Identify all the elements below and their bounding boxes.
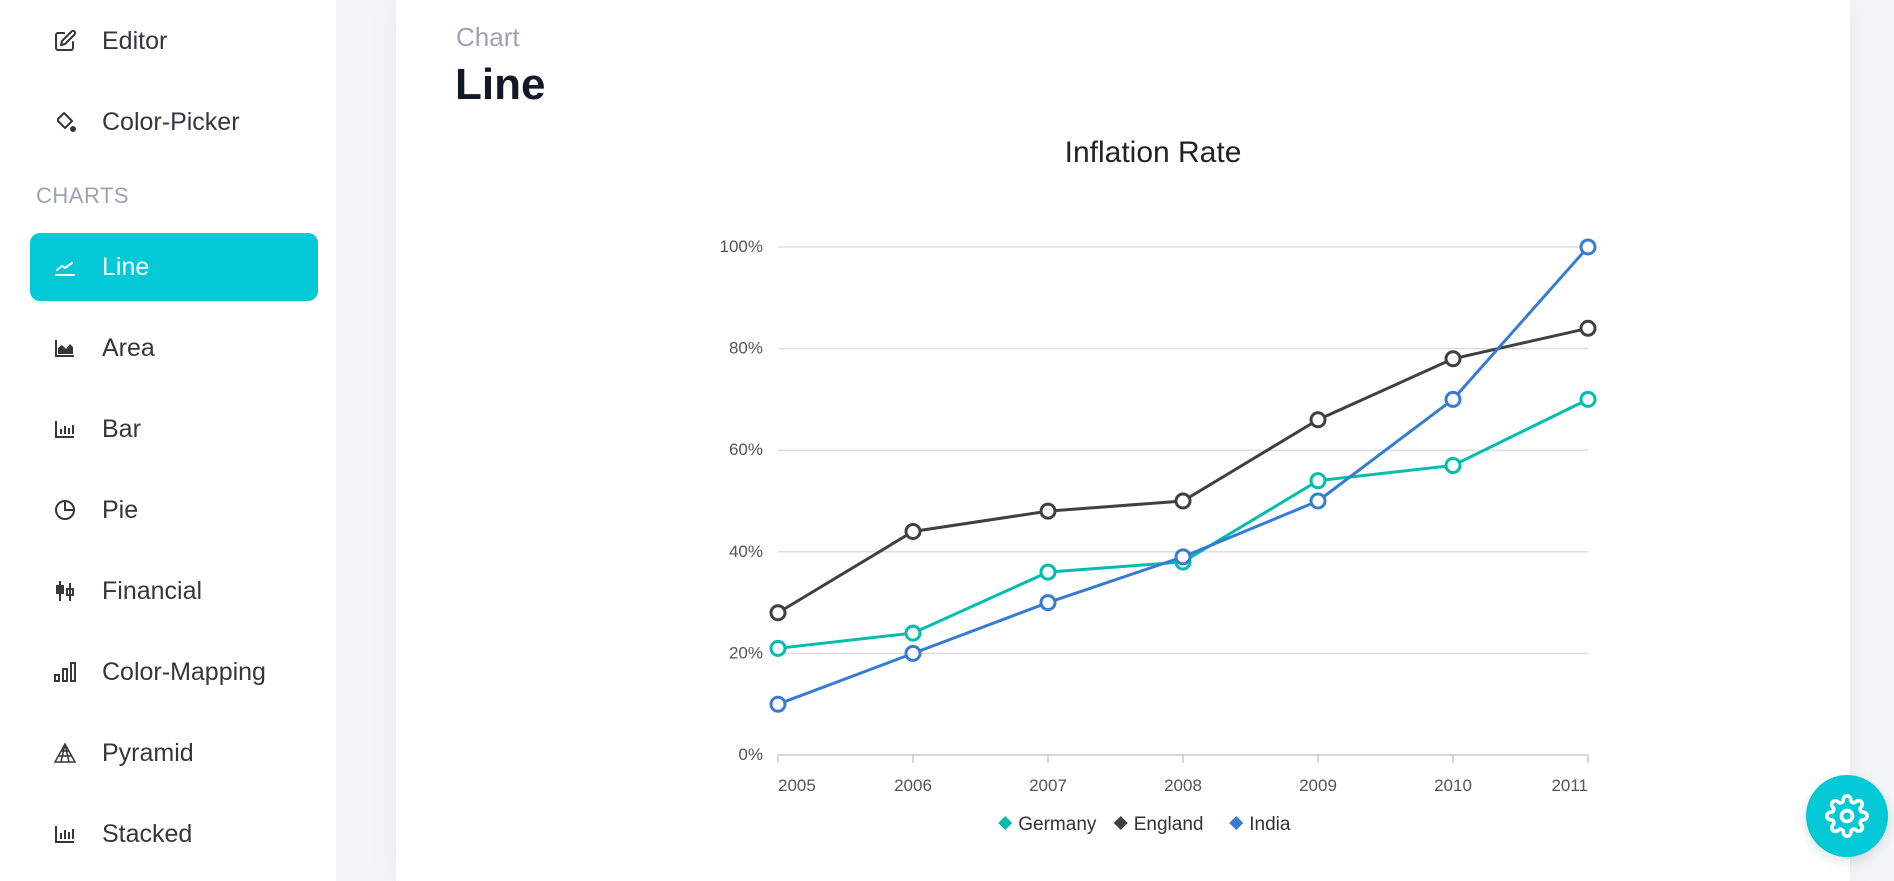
data-point-germany[interactable] (1039, 563, 1057, 581)
data-point-india[interactable] (1579, 238, 1597, 256)
sidebar-item-label: Area (102, 333, 155, 362)
area-chart-icon (52, 335, 78, 361)
data-point-india[interactable] (1039, 594, 1057, 612)
legend-item-india[interactable]: India (1229, 814, 1291, 835)
stacked-chart-icon (52, 821, 78, 847)
sidebar-item-area[interactable]: Area (30, 314, 318, 382)
x-tick-label: 2010 (1434, 776, 1472, 795)
x-tick-label: 2009 (1299, 776, 1337, 795)
data-point-germany[interactable] (1309, 472, 1327, 490)
legend-marker (1229, 816, 1244, 830)
legend-marker (998, 816, 1013, 830)
sidebar-item-stacked[interactable]: Stacked (30, 800, 318, 868)
sidebar-item-label: Financial (102, 576, 203, 605)
sidebar: Editor Color-Picker CHARTS Line (0, 0, 336, 881)
legend-label: India (1249, 814, 1291, 835)
sidebar-item-label: Pyramid (102, 738, 194, 767)
x-tick-label: 2011 (1551, 776, 1588, 795)
legend-label: England (1134, 814, 1204, 835)
data-point-england[interactable] (904, 522, 922, 540)
x-tick-label: 2005 (778, 776, 816, 795)
sidebar-section-title: CHARTS (36, 183, 130, 208)
main-content: Chart Line (396, 0, 1850, 881)
data-point-germany[interactable] (1444, 456, 1462, 474)
data-point-germany[interactable] (904, 624, 922, 642)
y-tick-label: 100% (720, 237, 763, 256)
sidebar-item-color-mapping[interactable]: Color-Mapping (30, 638, 318, 706)
paint-bucket-icon (52, 109, 78, 135)
data-point-england[interactable] (1444, 350, 1462, 368)
bar-chart-icon (52, 416, 78, 442)
sidebar-item-label: Editor (102, 26, 168, 55)
data-point-england[interactable] (1039, 502, 1057, 520)
y-tick-label: 80% (729, 339, 763, 358)
sidebar-item-pyramid[interactable]: Pyramid (30, 719, 318, 787)
pyramid-icon (52, 740, 78, 766)
data-point-england[interactable] (1174, 492, 1192, 510)
legend-item-germany[interactable]: Germany (998, 814, 1097, 835)
legend-label: Germany (1018, 814, 1097, 835)
data-point-england[interactable] (1579, 319, 1597, 337)
x-tick-label: 2006 (894, 776, 932, 795)
sidebar-item-label: Stacked (102, 819, 193, 848)
sidebar-item-label: Color-Mapping (102, 657, 266, 686)
y-tick-label: 0% (738, 745, 763, 764)
y-tick-label: 20% (729, 643, 763, 662)
settings-button[interactable] (1806, 775, 1888, 857)
y-tick-label: 40% (729, 542, 763, 561)
edit-icon (52, 28, 78, 54)
sidebar-item-label: Line (102, 252, 150, 281)
pie-chart-icon (52, 497, 78, 523)
data-point-england[interactable] (769, 604, 787, 622)
sidebar-item-label: Color-Picker (102, 107, 240, 136)
data-point-india[interactable] (904, 644, 922, 662)
legend-marker (1113, 816, 1128, 830)
color-mapping-icon (52, 659, 78, 685)
sidebar-item-line[interactable]: Line (30, 233, 318, 301)
sidebar-item-editor[interactable]: Editor (30, 7, 318, 75)
legend-item-england[interactable]: England (1113, 814, 1204, 835)
x-tick-label: 2007 (1029, 776, 1067, 795)
chart-title: Inflation Rate (1065, 136, 1242, 169)
sidebar-item-pie[interactable]: Pie (30, 476, 318, 544)
sidebar-item-bar[interactable]: Bar (30, 395, 318, 463)
y-tick-label: 60% (729, 440, 763, 459)
sidebar-item-label: Bar (102, 414, 141, 443)
series-line-germany (777, 398, 1589, 650)
page-title: Line (455, 60, 546, 109)
data-point-india[interactable] (1174, 548, 1192, 566)
data-point-england[interactable] (1309, 411, 1327, 429)
data-point-india[interactable] (769, 695, 787, 713)
x-tick-label: 2008 (1164, 776, 1202, 795)
candlestick-icon (52, 578, 78, 604)
gear-icon (1825, 794, 1869, 838)
page-category: Chart (456, 22, 520, 52)
data-point-india[interactable] (1309, 492, 1327, 510)
data-point-germany[interactable] (769, 639, 787, 657)
sidebar-item-color-picker[interactable]: Color-Picker (30, 88, 318, 156)
data-point-india[interactable] (1444, 390, 1462, 408)
line-chart-icon (52, 254, 78, 280)
sidebar-item-label: Pie (102, 495, 139, 524)
data-point-germany[interactable] (1579, 390, 1597, 408)
sidebar-item-financial[interactable]: Financial (30, 557, 318, 625)
